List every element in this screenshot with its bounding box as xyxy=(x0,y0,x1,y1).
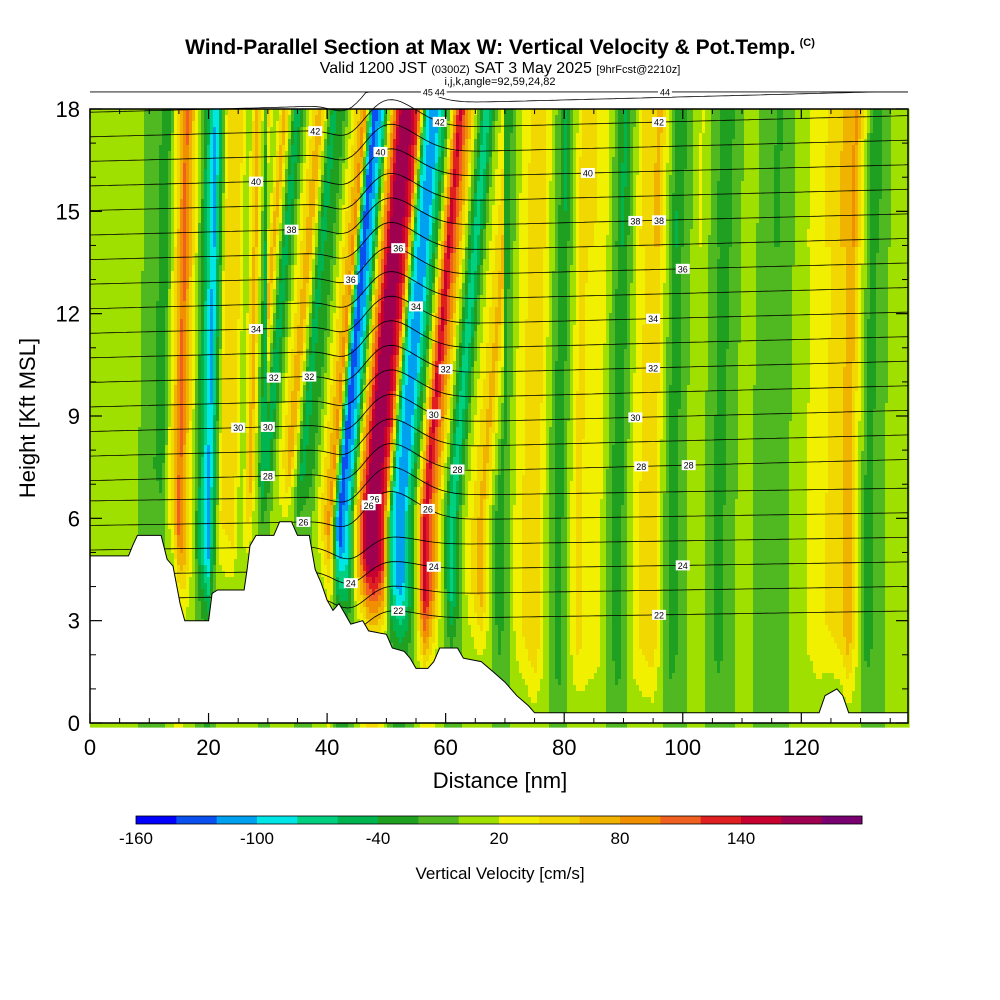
colorbar-segment xyxy=(418,816,459,824)
colorbar-label: Vertical Velocity [cm/s] xyxy=(415,864,584,884)
contour-label: 32 xyxy=(267,373,281,384)
contour-label: 40 xyxy=(373,147,387,158)
contour-label: 30 xyxy=(261,422,275,433)
contour-label: 26 xyxy=(362,500,376,511)
contour-label: 38 xyxy=(652,215,666,226)
x-tick-label: 100 xyxy=(664,735,701,760)
contour-label: 22 xyxy=(652,610,666,621)
y-axis-label: Height [Kft MSL] xyxy=(15,338,41,498)
contour-label: 42 xyxy=(433,117,447,128)
contour-label: 38 xyxy=(628,216,642,227)
colorbar-segment xyxy=(338,816,379,824)
chart-svg: 22222424242626262628 28 282830 3030 303232 32… xyxy=(0,0,1000,1000)
colorbar-tick-label: -40 xyxy=(366,829,391,848)
x-axis-label: Distance [nm] xyxy=(433,768,568,794)
contour-label: 28 xyxy=(682,460,696,471)
y-tick-label: 18 xyxy=(56,97,80,122)
contour-label: 38 xyxy=(285,225,299,236)
contour-label: 24 xyxy=(676,560,690,571)
y-tick-label: 12 xyxy=(56,302,80,327)
x-tick-label: 80 xyxy=(552,735,576,760)
contour-label: 30 xyxy=(231,423,245,434)
colorbar-segment xyxy=(741,816,782,824)
colorbar-segment xyxy=(539,816,580,824)
contour-label: 28 xyxy=(261,471,275,482)
contour-label: 40 xyxy=(581,168,595,179)
contour-label: 30 xyxy=(628,412,642,423)
contour-label: 36 xyxy=(344,275,358,286)
colorbar-segment xyxy=(701,816,742,824)
colorbar-segment xyxy=(136,816,177,824)
colorbar-segment xyxy=(297,816,338,824)
contour-label: 32 xyxy=(302,372,316,383)
colorbar-segment xyxy=(620,816,661,824)
x-tick-label: 40 xyxy=(315,735,339,760)
contour-label: 34 xyxy=(249,324,263,335)
colorbar-segment xyxy=(580,816,621,824)
contour-label: 42 xyxy=(308,126,322,137)
colorbar-segment xyxy=(257,816,298,824)
contour-label: 26 xyxy=(296,517,310,528)
contour-label: 24 xyxy=(344,578,358,589)
contour-label: 26 xyxy=(421,504,435,514)
colorbar-tick-label: -100 xyxy=(240,829,274,848)
contour-label: 45 xyxy=(421,87,435,98)
contour-label: 28 xyxy=(451,464,465,475)
colorbar-tick-label: 20 xyxy=(490,829,509,848)
colorbar-segment xyxy=(176,816,217,824)
y-tick-label: 0 xyxy=(68,711,80,736)
colorbar-tick-label: -160 xyxy=(119,829,153,848)
contour-label: 28 xyxy=(634,461,648,472)
colorbar-segment xyxy=(499,816,540,824)
x-tick-label: 120 xyxy=(783,735,820,760)
contour-label: 32 xyxy=(439,364,453,375)
x-tick-label: 0 xyxy=(84,735,96,760)
contour-label: 42 xyxy=(652,117,666,128)
x-tick-label: 60 xyxy=(433,735,457,760)
colorbar-segment xyxy=(781,816,822,824)
contour-label: 36 xyxy=(391,243,405,254)
contour-label: 22 xyxy=(391,606,405,617)
contour-label: 36 xyxy=(676,264,690,275)
colorbar-segment xyxy=(378,816,419,824)
contour-label: 24 xyxy=(427,562,441,573)
contour-label: 34 xyxy=(409,301,423,312)
colorbar: -160 -100 -40 20 80 140 xyxy=(119,816,863,848)
contour-label: 32 xyxy=(646,363,660,374)
contour-label: 44 xyxy=(658,87,672,98)
y-tick-label: 3 xyxy=(68,609,80,634)
y-tick-label: 15 xyxy=(56,199,80,224)
colorbar-segment xyxy=(217,816,258,824)
y-tick-label: 9 xyxy=(68,404,80,429)
y-tick-label: 6 xyxy=(68,506,80,531)
contour-label: 30 xyxy=(427,409,441,420)
contour-label: 40 xyxy=(249,177,263,188)
x-tick-label: 20 xyxy=(196,735,220,760)
colorbar-segment xyxy=(660,816,701,824)
colorbar-tick-label: 140 xyxy=(727,829,755,848)
colorbar-segment xyxy=(822,816,863,824)
colorbar-segment xyxy=(459,816,500,824)
contour-label: 34 xyxy=(646,314,660,325)
colorbar-tick-label: 80 xyxy=(611,829,630,848)
